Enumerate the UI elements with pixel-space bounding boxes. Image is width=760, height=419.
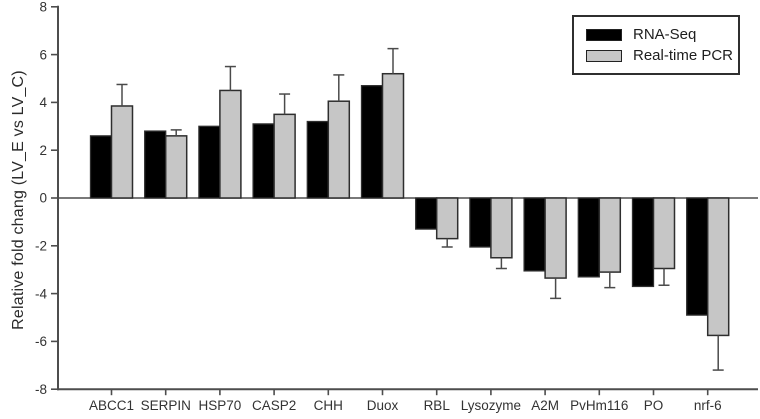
bar-rnaseq-ABCC1 — [89, 135, 113, 199]
bar-pcr-RBL — [435, 197, 459, 240]
x-category-label: A2M — [531, 398, 559, 413]
y-tick-label: -8 — [35, 382, 47, 397]
legend-label-pcr: Real-time PCR — [633, 47, 734, 64]
x-category-label: HSP70 — [199, 398, 242, 413]
bar-pcr-Lysozyme — [490, 197, 513, 259]
bar-pcr-PO — [652, 197, 676, 270]
x-category-label: CASP2 — [252, 398, 296, 413]
bar-rnaseq-PvHm116 — [577, 197, 600, 278]
y-tick-label: 0 — [39, 191, 47, 206]
y-tick-label: 6 — [39, 47, 47, 62]
legend-item-pcr: Real-time PCR — [586, 48, 738, 63]
bar-pcr-SERPIN — [164, 135, 188, 199]
x-category-label: PvHm116 — [570, 398, 628, 413]
rnaseq-swatch-icon — [586, 28, 622, 41]
bar-rnaseq-CHH — [306, 120, 329, 199]
x-category-label: Lysozyme — [461, 398, 521, 413]
x-category-label: RBL — [424, 398, 451, 413]
bar-pcr-HSP70 — [219, 89, 242, 199]
x-category-label: SERPIN — [141, 398, 191, 413]
y-tick-label: -2 — [35, 239, 47, 254]
x-category-label: PO — [644, 398, 664, 413]
y-tick-label: 4 — [39, 95, 47, 110]
bar-rnaseq-PO — [631, 197, 655, 288]
bar-pcr-CHH — [327, 100, 351, 199]
bar-rnaseq-CASP2 — [252, 123, 275, 199]
bar-rnaseq-HSP70 — [198, 125, 221, 199]
legend: RNA-Seq Real-time PCR — [572, 15, 740, 75]
bar-pcr-nrf-6 — [706, 197, 730, 337]
bar-pcr-A2M — [544, 197, 567, 279]
y-tick-label: -4 — [35, 286, 47, 301]
x-category-label: ABCC1 — [89, 398, 134, 413]
bar-pcr-CASP2 — [273, 113, 296, 199]
bar-rnaseq-RBL — [415, 197, 438, 230]
x-category-label: nrf-6 — [694, 398, 722, 413]
bar-pcr-ABCC1 — [110, 105, 134, 199]
bar-rnaseq-nrf-6 — [686, 197, 709, 316]
legend-item-rnaseq: RNA-Seq — [586, 27, 738, 42]
bar-rnaseq-Duox — [360, 85, 384, 199]
y-tick-label: -6 — [35, 334, 47, 349]
y-tick-label: 2 — [39, 143, 47, 158]
bar-pcr-Duox — [381, 72, 405, 199]
legend-label-rnaseq: RNA-Seq — [633, 26, 697, 43]
x-category-label: Duox — [367, 398, 399, 413]
bar-rnaseq-SERPIN — [144, 130, 167, 199]
y-tick-label: 8 — [39, 0, 47, 15]
pcr-swatch-icon — [586, 49, 622, 62]
x-category-label: CHH — [314, 398, 343, 413]
bar-rnaseq-A2M — [523, 197, 546, 272]
bar-pcr-PvHm116 — [598, 197, 622, 273]
bar-rnaseq-Lysozyme — [469, 197, 492, 248]
